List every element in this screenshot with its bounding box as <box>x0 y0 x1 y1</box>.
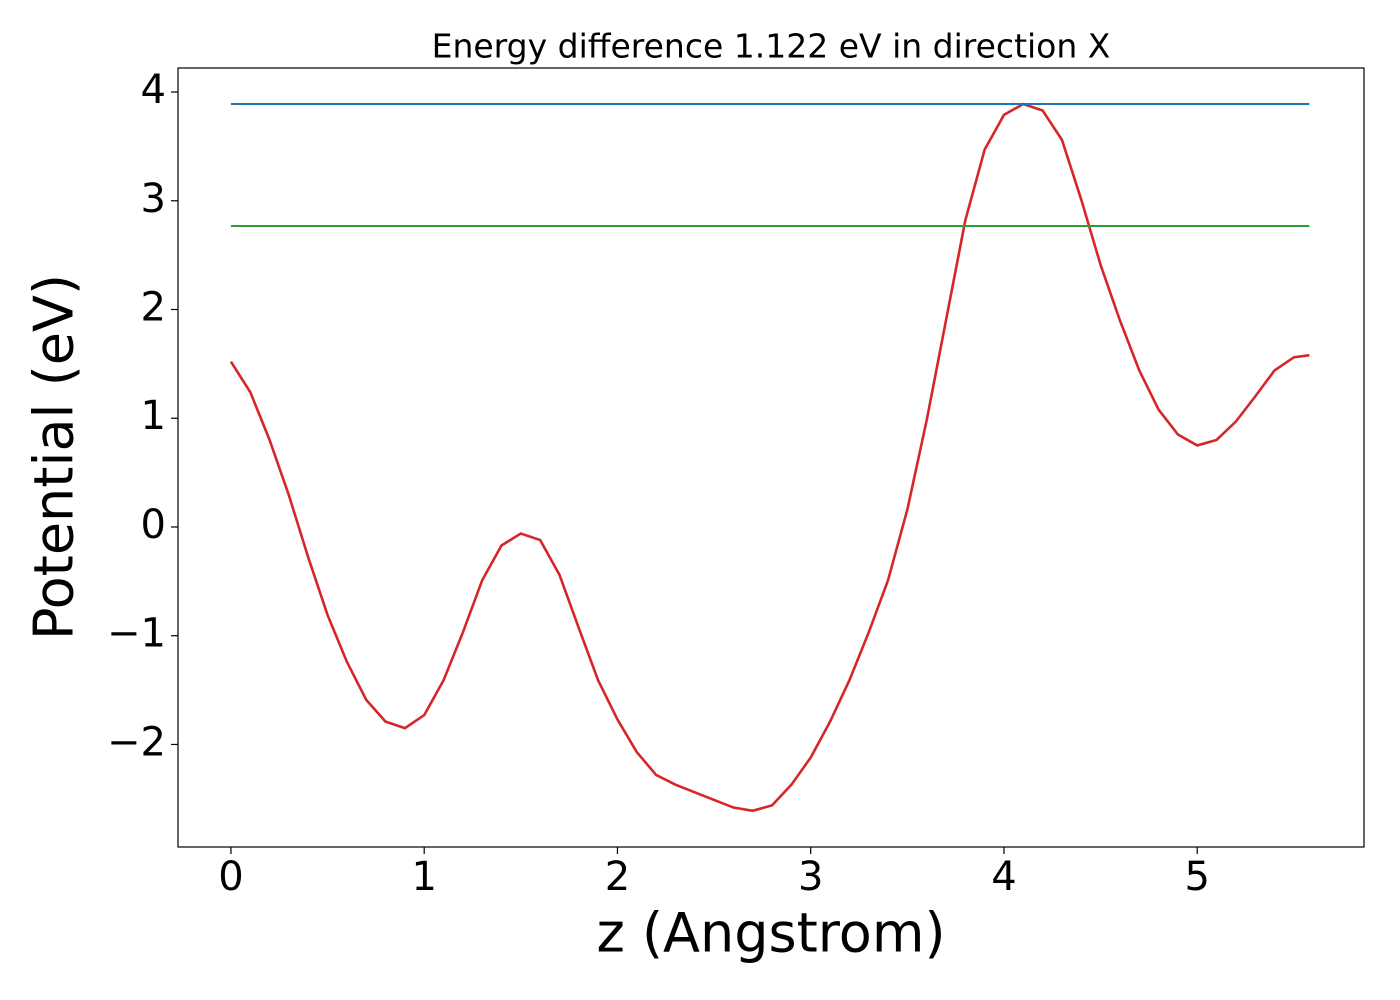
x-axis-label: z (Angstrom) <box>596 902 945 965</box>
x-tick-label: 2 <box>605 854 630 900</box>
y-tick-label: −2 <box>107 719 166 765</box>
y-tick-label: 1 <box>141 393 166 439</box>
y-tick-label: 4 <box>141 67 166 113</box>
y-tick-label: −1 <box>107 611 166 657</box>
x-tick-label: 3 <box>798 854 823 900</box>
x-tick-label: 4 <box>991 854 1016 900</box>
x-tick-label: 5 <box>1184 854 1209 900</box>
plot-frame <box>177 67 1365 848</box>
y-tick-label: 2 <box>141 285 166 331</box>
chart-title: Energy difference 1.122 eV in direction … <box>432 27 1111 66</box>
y-tick-label: 0 <box>141 502 166 548</box>
y-tick-label: 3 <box>141 176 166 222</box>
x-tick-label: 1 <box>411 854 436 900</box>
data-line <box>229 102 1310 813</box>
y-axis-label: Potential (eV) <box>23 274 86 640</box>
x-tick-label: 0 <box>218 854 243 900</box>
